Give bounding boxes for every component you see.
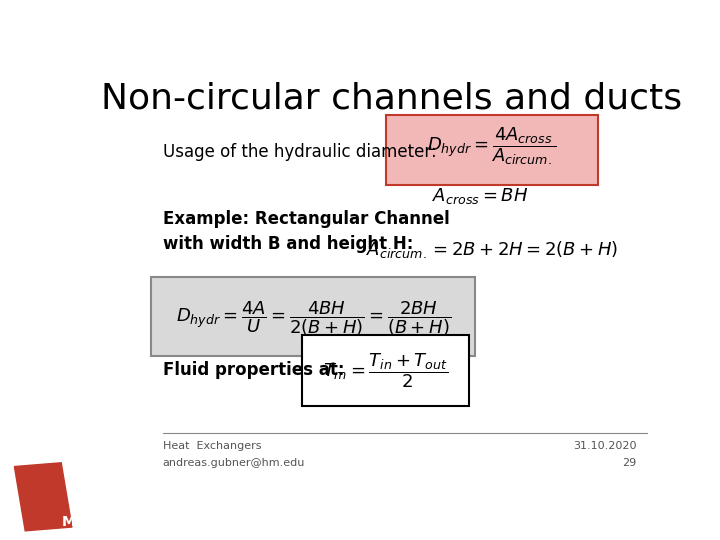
FancyBboxPatch shape [302,335,469,406]
Polygon shape [14,463,72,531]
Text: andreas.gubner@hm.edu: andreas.gubner@hm.edu [163,458,305,468]
Text: Example: Rectangular Channel: Example: Rectangular Channel [163,210,449,228]
Text: M: M [61,515,76,529]
Text: Fluid properties at:: Fluid properties at: [163,361,344,380]
Text: $D_{hydr} = \dfrac{4A}{U} = \dfrac{4BH}{2(B+H)} = \dfrac{2BH}{(B+H)}$: $D_{hydr} = \dfrac{4A}{U} = \dfrac{4BH}{… [176,299,451,338]
Text: $T_m = \dfrac{T_{in} + T_{out}}{2}$: $T_m = \dfrac{T_{in} + T_{out}}{2}$ [323,351,449,390]
Text: 31.10.2020: 31.10.2020 [573,441,637,451]
Text: $D_{hydr} = \dfrac{4A_{cross}}{A_{circum.}}$: $D_{hydr} = \dfrac{4A_{cross}}{A_{circum… [427,125,557,167]
Text: $A_{cross} = BH$: $A_{cross} = BH$ [433,186,528,206]
FancyBboxPatch shape [151,277,475,356]
Text: with width B and height H:: with width B and height H: [163,234,413,253]
Text: Usage of the hydraulic diameter:: Usage of the hydraulic diameter: [163,143,436,161]
Text: Non-circular channels and ducts: Non-circular channels and ducts [101,82,683,116]
Text: $A_{circum.} = 2B + 2H = 2(B+H)$: $A_{circum.} = 2B + 2H = 2(B+H)$ [366,239,618,260]
FancyBboxPatch shape [386,114,598,185]
Text: Heat  Exchangers: Heat Exchangers [163,441,261,451]
Text: 29: 29 [623,458,637,468]
